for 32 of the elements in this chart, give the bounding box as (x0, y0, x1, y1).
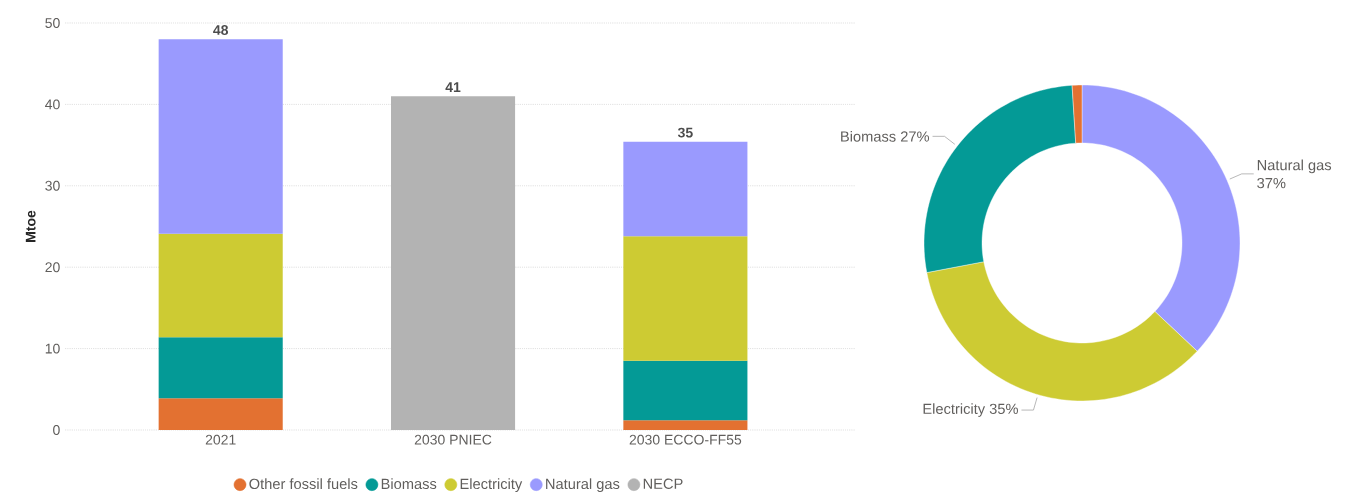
bar (623, 360, 748, 421)
bar (623, 420, 748, 430)
y-tick-label: 0 (53, 425, 60, 435)
slice-label: Electricity (923, 403, 986, 417)
legend-label: Natural gas (546, 478, 620, 492)
bar (158, 39, 283, 234)
data-label: 37% (1257, 177, 1286, 189)
x-tick-label: 2030 PNIEC (414, 434, 492, 445)
slice-label: Natural gas (1257, 159, 1332, 174)
data-label: 35% (989, 403, 1018, 415)
total-label: 41 (445, 82, 461, 92)
y-tick-label: 40 (45, 99, 60, 110)
total-label: 48 (213, 25, 229, 36)
x-tick-label: 2021 (205, 434, 236, 445)
legend-label: Other fossil fuels (249, 478, 358, 490)
bar (158, 233, 283, 338)
legend-label: Electricity (460, 478, 523, 492)
y-tick-label: 30 (45, 180, 60, 191)
y-axis-title: Mtoe (25, 210, 36, 242)
x-tick-label: 2030 ECCO-FF55 (629, 434, 742, 445)
total-label: 35 (677, 127, 693, 138)
y-tick-label: 20 (45, 262, 60, 273)
bar (158, 398, 283, 430)
bar (623, 141, 748, 237)
y-tick-label: 10 (45, 343, 60, 354)
bar (158, 337, 283, 399)
data-label: 27% (900, 131, 930, 142)
slice-label: Biomass (841, 130, 896, 142)
bar (623, 236, 748, 361)
legend-label: Biomass (381, 478, 437, 490)
y-tick-label: 50 (45, 18, 60, 28)
legend-label: NECP (643, 478, 683, 489)
